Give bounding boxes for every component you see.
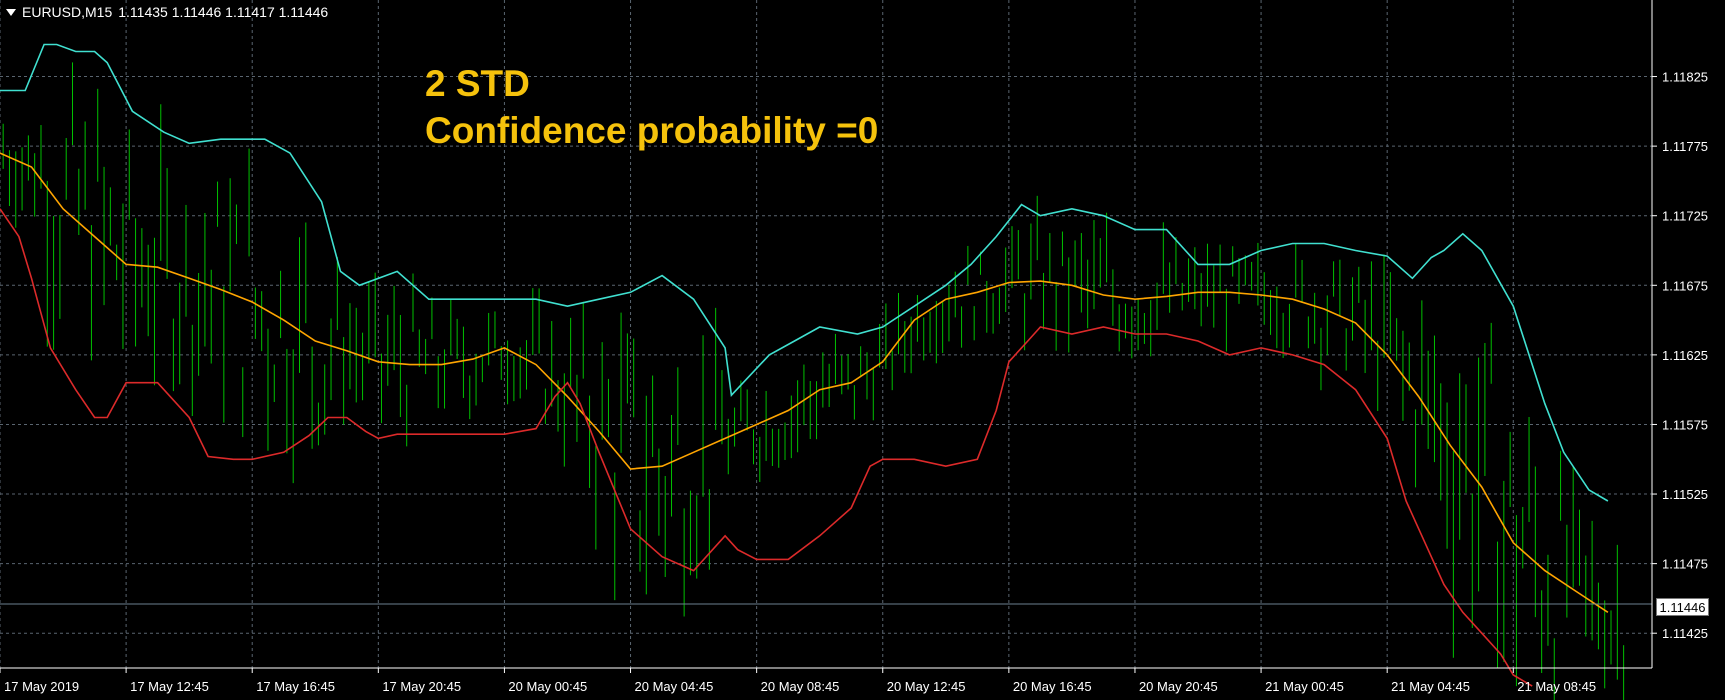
x-tick-label: 20 May 08:45 bbox=[761, 679, 840, 694]
x-tick-label: 17 May 20:45 bbox=[382, 679, 461, 694]
y-axis: 1.11425 1.11475 1.11525 1.11575 1.11625 1.116… bbox=[1652, 70, 1708, 641]
x-tick-label: 17 May 12:45 bbox=[130, 679, 209, 694]
x-tick-label: 21 May 08:45 bbox=[1517, 679, 1596, 694]
middle-band-line bbox=[0, 152, 1609, 613]
grid bbox=[0, 0, 1652, 668]
annotation-line-1: 2 STD bbox=[425, 63, 530, 104]
y-tick-label: 1.11775 bbox=[1662, 139, 1708, 154]
x-tick-label: 20 May 12:45 bbox=[887, 679, 966, 694]
y-tick-label: 1.11725 bbox=[1662, 209, 1708, 224]
symbol-label: EURUSD,M15 bbox=[22, 4, 113, 20]
annotation-line-2: Confidence probability =0 bbox=[425, 110, 879, 151]
x-axis: 17 May 2019 17 May 12:45 17 May 16:45 17 Ma… bbox=[0, 668, 1596, 694]
y-tick-label: 1.11525 bbox=[1662, 487, 1708, 502]
y-tick-label: 1.11625 bbox=[1662, 348, 1708, 363]
current-price-label: 1.11446 bbox=[1656, 598, 1709, 616]
x-tick-label: 17 May 2019 bbox=[4, 679, 79, 694]
y-tick-label: 1.11675 bbox=[1662, 278, 1708, 293]
bollinger-bands bbox=[0, 43, 1609, 687]
chart-header: EURUSD,M15 1.11435 1.11446 1.11417 1.114… bbox=[6, 4, 328, 20]
y-tick-label: 1.11575 bbox=[1662, 417, 1708, 432]
x-tick-label: 20 May 20:45 bbox=[1139, 679, 1218, 694]
x-tick-label: 21 May 00:45 bbox=[1265, 679, 1344, 694]
x-tick-label: 20 May 04:45 bbox=[635, 679, 714, 694]
y-tick-label: 1.11475 bbox=[1662, 557, 1708, 572]
ohlc-values: 1.11435 1.11446 1.11417 1.11446 bbox=[118, 4, 329, 20]
x-tick-label: 20 May 16:45 bbox=[1013, 679, 1092, 694]
x-tick-label: 21 May 04:45 bbox=[1391, 679, 1470, 694]
chart-annotation: 2 STD Confidence probability =0 bbox=[425, 60, 878, 154]
x-tick-label: 20 May 00:45 bbox=[508, 679, 587, 694]
x-tick-label: 17 May 16:45 bbox=[256, 679, 335, 694]
y-tick-label: 1.11425 bbox=[1662, 626, 1708, 641]
lower-band-line bbox=[0, 208, 1533, 687]
y-tick-label: 1.11825 bbox=[1662, 70, 1708, 85]
upper-band-line bbox=[0, 43, 1609, 502]
dropdown-triangle-icon[interactable] bbox=[6, 8, 16, 16]
